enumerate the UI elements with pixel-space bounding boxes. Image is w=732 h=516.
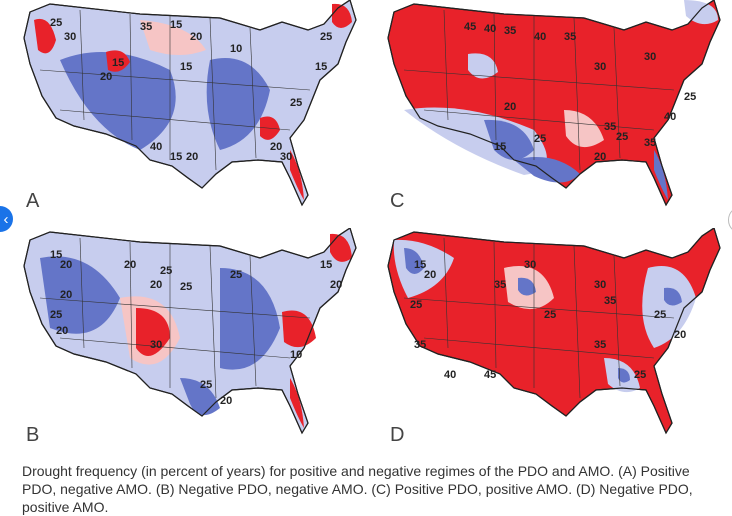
contour-label: 30 (644, 51, 656, 63)
contour-label: 15 (494, 141, 506, 153)
contour-label: 30 (150, 339, 162, 351)
contour-label: 25 (410, 299, 422, 311)
contour-label: 30 (594, 279, 606, 291)
contour-label: 10 (230, 43, 242, 55)
chevron-left-icon: ‹ (3, 210, 9, 228)
contour-label: 15 (180, 61, 192, 73)
map-panel-b: 15 20 20 25 20 25 30 20 25 20 10 15 20 25 25 20 B (20, 228, 360, 446)
contour-label: 20 (330, 279, 342, 291)
contour-label: 15 (170, 19, 182, 31)
panel-letter: C (390, 190, 405, 212)
contour-label: 15 (112, 57, 124, 69)
contour-label: 40 (444, 369, 456, 381)
contour-label: 20 (504, 101, 516, 113)
contour-label: 20 (60, 259, 72, 271)
contour-label: 25 (654, 309, 666, 321)
prev-button[interactable]: ‹ (0, 206, 13, 232)
contour-label: 35 (564, 31, 576, 43)
map-panel-a: 25 30 35 15 20 10 15 15 20 40 15 20 25 15 25 20 30 A (20, 0, 360, 215)
contour-label: 25 (616, 131, 628, 143)
contour-label: 20 (270, 141, 282, 153)
panel-letter: D (390, 424, 405, 446)
contour-label: 20 (424, 269, 436, 281)
contour-label: 40 (534, 31, 546, 43)
contour-label: 25 (50, 17, 62, 29)
contour-label: 25 (200, 379, 212, 391)
contour-label: 35 (604, 295, 616, 307)
contour-label: 20 (190, 31, 202, 43)
contour-label: 25 (634, 369, 646, 381)
contour-label: 25 (534, 133, 546, 145)
contour-label: 25 (180, 281, 192, 293)
contour-label: 10 (290, 349, 302, 361)
contour-label: 25 (50, 309, 62, 321)
contour-label: 20 (100, 71, 112, 83)
contour-label: 40 (150, 141, 162, 153)
contour-label: 25 (160, 265, 172, 277)
map-panel-d: 15 20 25 35 30 25 35 40 45 30 35 25 20 25 35 D (384, 228, 724, 446)
contour-label: 35 (594, 339, 606, 351)
contour-label: 20 (150, 279, 162, 291)
contour-label: 20 (220, 395, 232, 407)
contour-label: 35 (494, 279, 506, 291)
contour-label: 35 (644, 137, 656, 149)
contour-label: 20 (124, 259, 136, 271)
contour-label: 20 (594, 151, 606, 163)
figure-caption: Drought frequency (in percent of years) … (22, 463, 693, 515)
contour-label: 35 (414, 339, 426, 351)
contour-label: 20 (186, 151, 198, 163)
contour-label: 30 (524, 259, 536, 271)
contour-label: 15 (414, 259, 426, 271)
contour-label: 15 (170, 151, 182, 163)
contour-label: 15 (50, 249, 62, 261)
map-panel-c: 45 40 35 40 35 30 20 25 15 20 30 35 25 40 35 25 C (384, 0, 724, 215)
panel-letter: B (26, 424, 40, 446)
contour-label: 15 (315, 61, 327, 73)
contour-label: 30 (64, 31, 76, 43)
contour-label: 25 (320, 31, 332, 43)
contour-label: 35 (604, 121, 616, 133)
contour-label: 25 (544, 309, 556, 321)
next-button[interactable]: › (728, 206, 732, 234)
contour-label: 35 (504, 25, 516, 37)
contour-label: 30 (280, 151, 292, 163)
contour-label: 45 (464, 21, 476, 33)
contour-label: 20 (674, 329, 686, 341)
panel-letter: A (26, 190, 40, 212)
contour-label: 20 (56, 325, 68, 337)
contour-label: 30 (594, 61, 606, 73)
contour-label: 25 (230, 269, 242, 281)
contour-label: 25 (290, 97, 302, 109)
contour-label: 40 (484, 23, 496, 35)
contour-label: 45 (484, 369, 496, 381)
contour-label: 35 (140, 21, 152, 33)
contour-label: 40 (664, 111, 676, 123)
contour-label: 20 (60, 289, 72, 301)
contour-label: 25 (684, 91, 696, 103)
contour-label: 15 (320, 259, 332, 271)
